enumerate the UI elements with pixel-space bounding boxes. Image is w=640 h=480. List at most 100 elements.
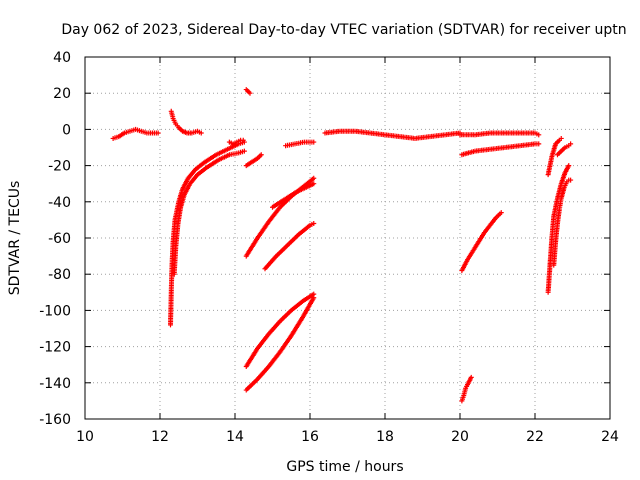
data-point-fill <box>188 173 199 185</box>
chart-title: Day 062 of 2023, Sidereal Day-to-day VTE… <box>61 22 626 38</box>
data-point-fill <box>546 155 554 176</box>
data-point-fill <box>282 191 297 202</box>
series-arc-13 <box>243 295 317 393</box>
plot-frame <box>84 56 611 420</box>
data-point <box>241 148 247 154</box>
data-point-fill <box>545 264 553 294</box>
data-point <box>558 135 564 141</box>
y-tick-label: -40 <box>48 195 71 211</box>
series-arc-17 <box>459 210 504 274</box>
data-point-fill <box>301 176 315 189</box>
data-point-fill <box>563 164 571 174</box>
data-point <box>240 137 246 143</box>
series-arc-19 <box>545 135 564 178</box>
y-tick-label: -20 <box>48 159 71 175</box>
y-tick-label: 20 <box>53 86 71 102</box>
data-point-fill <box>300 296 316 319</box>
series-arc-14 <box>322 128 463 141</box>
data-point-fill <box>180 177 190 191</box>
data-point-fill <box>267 320 282 336</box>
x-tick-label: 18 <box>376 429 394 445</box>
series-arc-16 <box>459 141 542 158</box>
data-point <box>258 152 264 158</box>
data-point-fill <box>289 316 305 337</box>
y-tick-label: -80 <box>48 267 71 283</box>
data-point-fill <box>267 206 282 223</box>
data-point-fill <box>168 291 174 326</box>
series-arc-18 <box>459 374 474 404</box>
series-arc-20 <box>545 163 572 295</box>
data-point-fill <box>123 129 131 135</box>
data-point-fill <box>194 160 207 171</box>
y-tick-label: 0 <box>62 122 71 138</box>
data-point-fill <box>290 299 304 312</box>
data-point-fill <box>186 168 198 180</box>
data-point-fill <box>196 165 208 177</box>
data-point-fill <box>112 134 120 141</box>
series-arc-9 <box>262 221 317 272</box>
data-point-fill <box>203 153 218 164</box>
data-point-fill <box>217 153 231 162</box>
series-arc-1 <box>110 126 161 141</box>
data-point-fill <box>494 211 503 220</box>
data-point-fill <box>553 222 560 243</box>
data-point-fill <box>547 237 555 267</box>
data-point <box>536 132 542 138</box>
data-point-fill <box>549 215 557 239</box>
data-point-fill <box>256 365 271 381</box>
data-point <box>568 141 574 147</box>
data-point-fill <box>171 117 178 125</box>
data-point-fill <box>551 240 558 266</box>
series-arc-3 <box>168 139 247 328</box>
data-point-fill <box>182 182 192 196</box>
data-point-fill <box>465 249 475 261</box>
series-arc-4 <box>171 148 247 277</box>
data-point <box>566 163 572 169</box>
data-point-fill <box>151 130 159 136</box>
grid <box>85 57 610 419</box>
data-point-fill <box>205 158 220 169</box>
data-point-fill <box>271 198 285 209</box>
data-point-fill <box>460 258 470 272</box>
data-point <box>247 90 253 96</box>
data-point <box>311 139 317 145</box>
x-tick-label: 22 <box>526 429 544 445</box>
y-tick-label: 40 <box>53 50 71 66</box>
data-point-fill <box>172 200 181 221</box>
y-axis-label: SDTVAR / TECUs <box>7 181 23 296</box>
data-point-fill <box>238 140 245 146</box>
data-point-fill <box>245 377 259 392</box>
data-point <box>498 210 504 216</box>
data-point-fill <box>294 185 308 195</box>
data-point <box>311 181 317 187</box>
series-arc-15 <box>457 130 542 138</box>
tick-labels: 10 12 14 16 18 20 22 24 -160 -140 -120 -100 -80 -60 -4… <box>39 50 619 445</box>
data-point-fill <box>477 231 486 243</box>
y-tick-label: -140 <box>39 376 71 392</box>
data-point-fill <box>471 240 481 252</box>
series-arc-10 <box>270 181 317 210</box>
data-point-fill <box>305 181 315 190</box>
data-point-fill <box>215 147 229 157</box>
y-tick-label: -60 <box>48 231 71 247</box>
data-point-fill <box>286 233 300 247</box>
data-point-fill <box>129 127 137 134</box>
data-point <box>468 374 474 380</box>
x-axis-label: GPS time / hours <box>286 459 403 475</box>
data-point-fill <box>461 387 468 397</box>
data-point-fill <box>465 376 473 386</box>
series-arc-21 <box>551 177 574 268</box>
data-point-fill <box>245 160 253 168</box>
data-point-fill <box>301 292 315 303</box>
series-arc-6 <box>243 87 253 96</box>
series-arc-12 <box>243 291 317 370</box>
data-point-fill <box>146 130 154 136</box>
data-point-fill <box>255 220 271 240</box>
data-point-fill <box>117 131 126 139</box>
data-point-fill <box>562 181 569 188</box>
data-point-fill <box>244 236 260 258</box>
data-point-fill <box>551 197 560 218</box>
data-point <box>311 221 317 227</box>
